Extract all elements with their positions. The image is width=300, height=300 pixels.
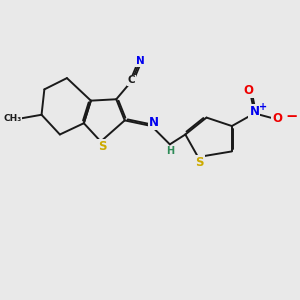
- Text: H: H: [166, 146, 174, 156]
- Text: O: O: [272, 112, 282, 125]
- Text: O: O: [244, 84, 254, 97]
- Text: S: S: [98, 140, 106, 153]
- Text: C: C: [128, 75, 136, 85]
- Text: S: S: [195, 156, 204, 169]
- Text: N: N: [249, 105, 260, 119]
- Text: N: N: [149, 116, 159, 129]
- Text: +: +: [259, 102, 267, 112]
- Text: N: N: [136, 56, 145, 66]
- Text: −: −: [285, 109, 297, 124]
- Text: CH₃: CH₃: [4, 115, 22, 124]
